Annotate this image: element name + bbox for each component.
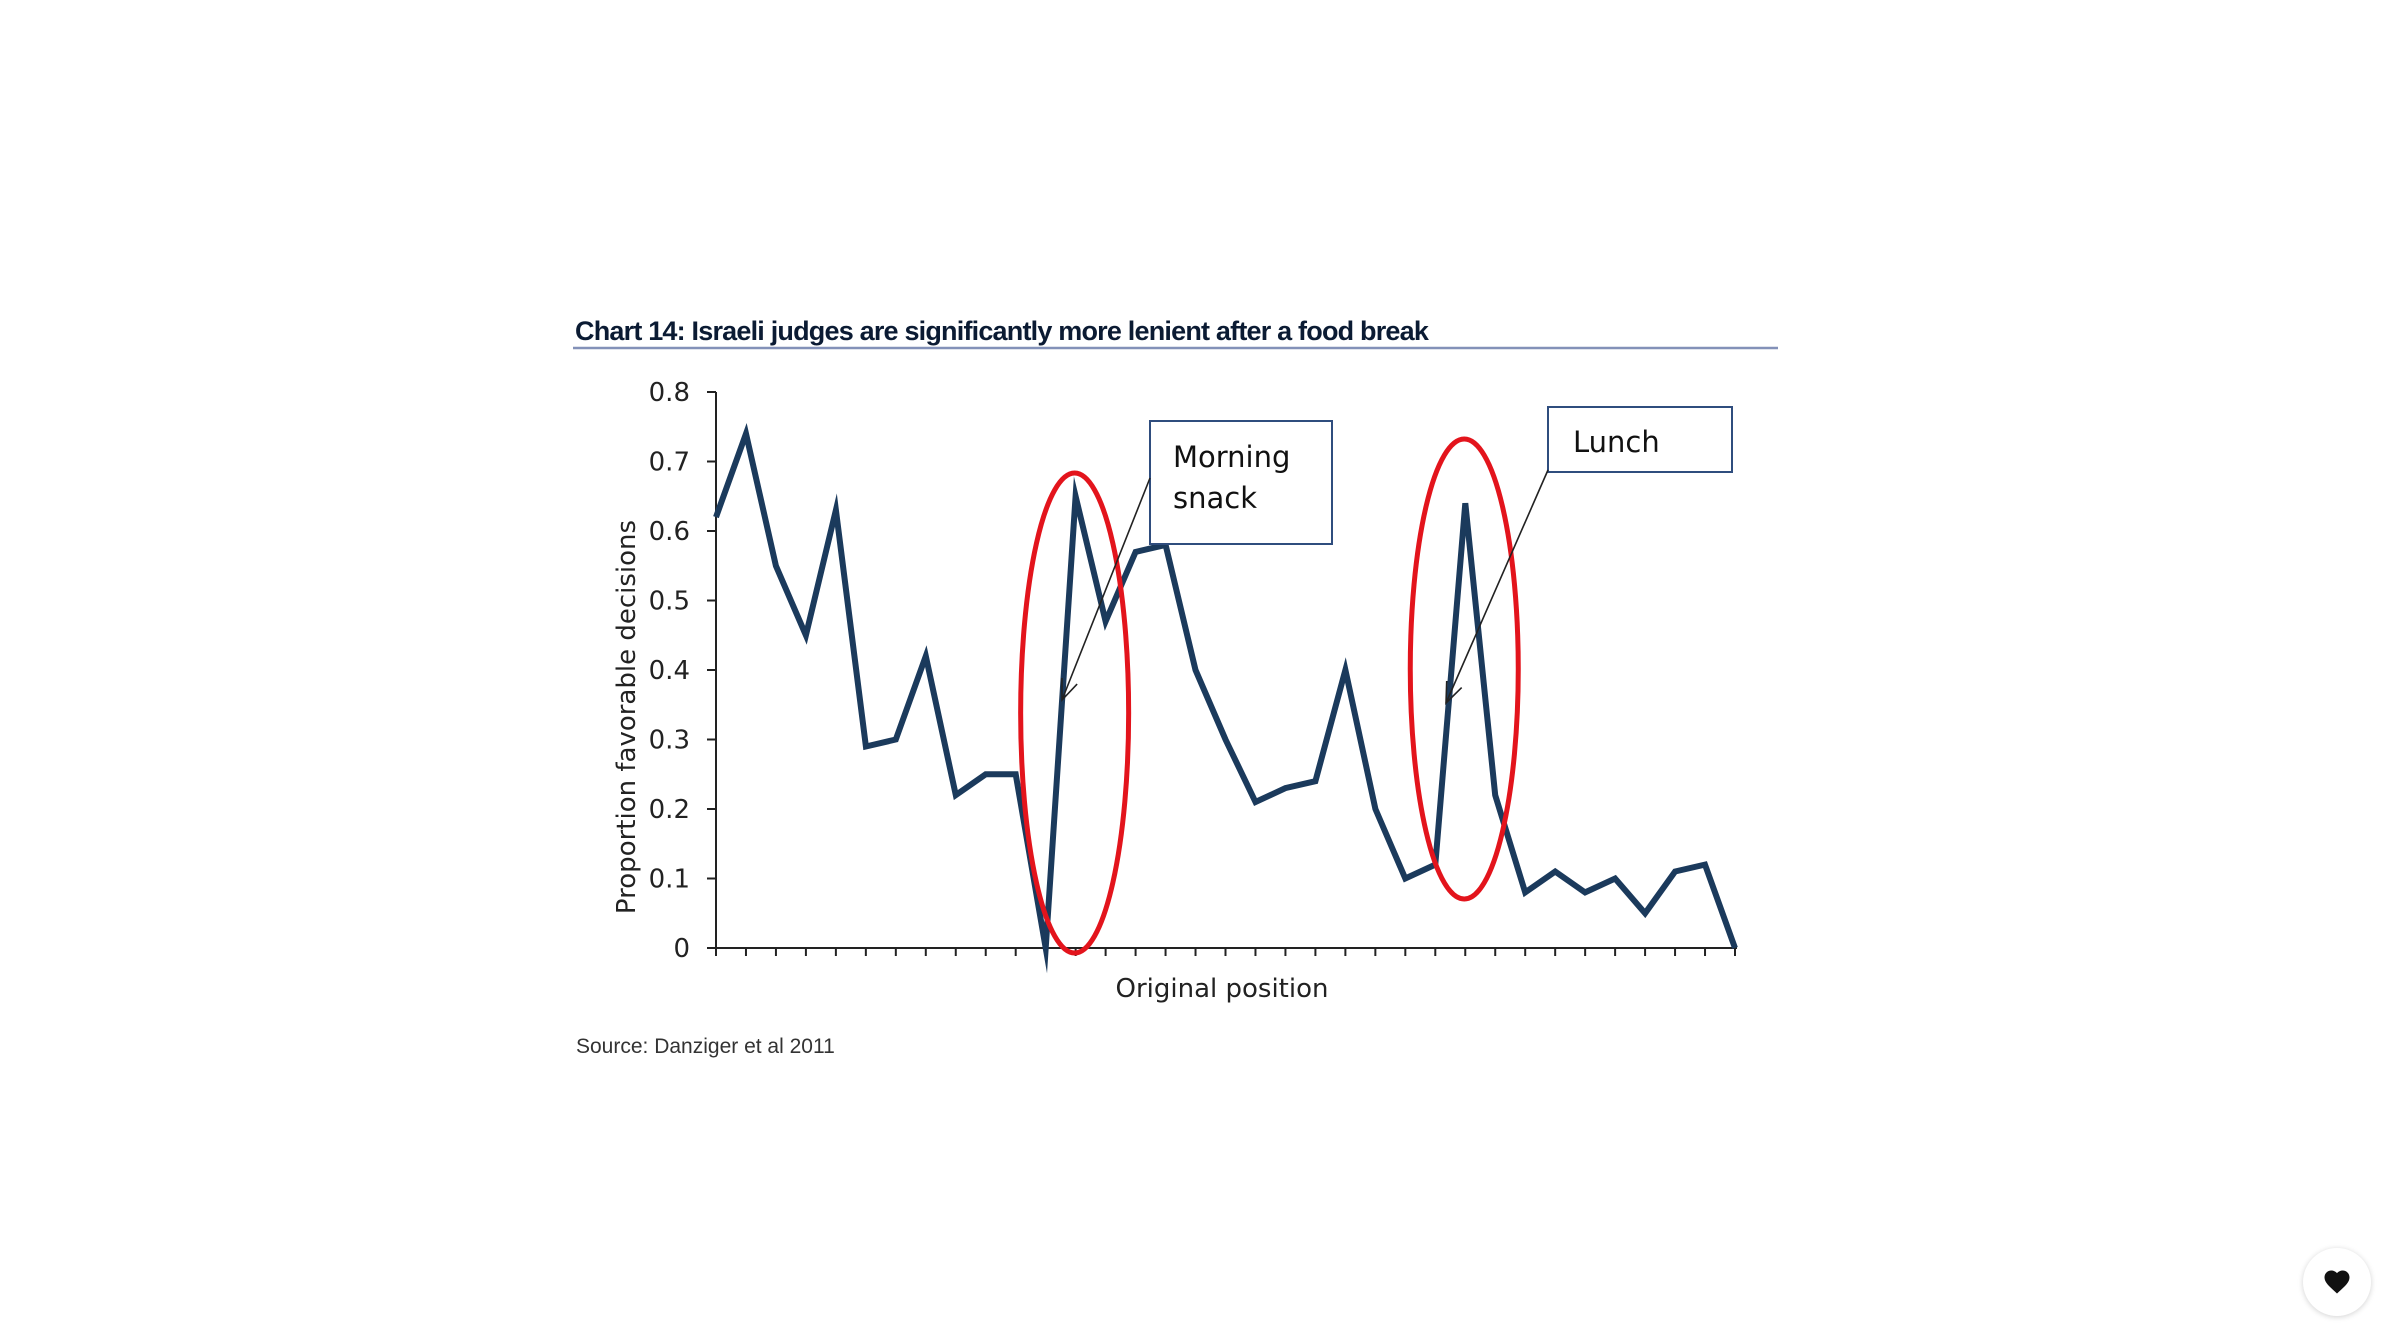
y-tick-label: 0 (673, 934, 690, 964)
y-tick-label: 0.6 (649, 517, 690, 547)
annotation-arrowhead (1445, 680, 1463, 705)
y-axis-label: Proportion favorable decisions (612, 520, 642, 914)
annotation-box (1149, 420, 1333, 545)
y-tick-label: 0.5 (649, 587, 690, 617)
y-tick-label: 0.7 (649, 448, 690, 478)
x-axis-label: Original position (1116, 974, 1329, 1004)
y-tick-label: 0.8 (649, 378, 690, 408)
annotation-layer: Morning snack Lunch (1018, 406, 1733, 956)
y-tick-label: 0.1 (649, 865, 690, 895)
y-axis-ticks: 0 0.1 0.2 0.3 0.4 0.5 0.6 0.7 0.8 (649, 378, 716, 964)
annotation-label: Morning (1173, 440, 1290, 474)
source-note: Source: Danziger et al 2011 (576, 1035, 835, 1058)
y-tick-label: 0.2 (649, 795, 690, 825)
y-tick-label: 0.4 (649, 656, 690, 686)
x-axis-ticks (715, 948, 1736, 956)
annotation-label: Lunch (1573, 425, 1660, 459)
highlight-ellipse (1018, 470, 1132, 956)
like-button[interactable] (2303, 1248, 2371, 1316)
y-tick-label: 0.3 (649, 726, 690, 756)
annotation-label: snack (1173, 481, 1257, 515)
annotation-box (1547, 406, 1733, 473)
heart-icon (2324, 1270, 2350, 1294)
highlight-ellipse (1407, 436, 1521, 902)
annotation-arrow (1445, 469, 1549, 704)
chart-title: Chart 14: Israeli judges are significant… (575, 316, 1430, 346)
annotation-arrow (1061, 477, 1151, 701)
annotation-arrowhead (1061, 677, 1078, 703)
